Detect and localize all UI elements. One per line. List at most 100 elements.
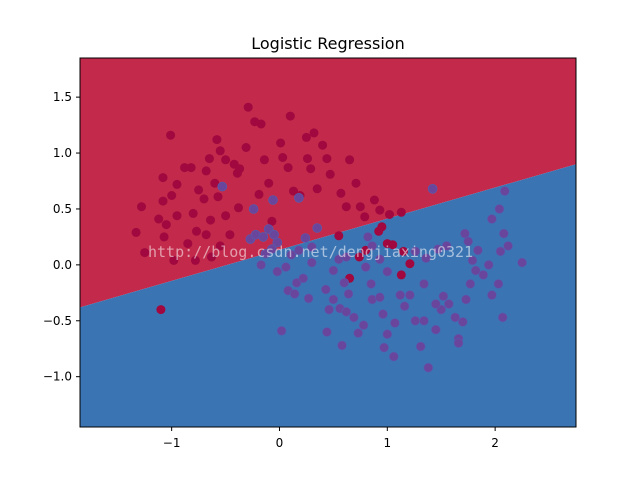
data-point-class-1	[399, 301, 410, 312]
data-point-class-0	[159, 232, 169, 242]
data-point-class-0	[172, 179, 182, 189]
data-point-class-1	[388, 351, 399, 362]
data-point-class-0	[183, 239, 193, 249]
data-point-class-1	[487, 290, 497, 300]
data-point-class-1	[272, 237, 283, 248]
data-point-class-1	[328, 294, 339, 305]
data-point-class-0	[360, 212, 370, 222]
data-point-class-0	[188, 208, 198, 218]
data-point-class-1	[217, 181, 228, 192]
scatter-points	[131, 102, 527, 373]
data-point-class-1	[415, 341, 426, 352]
data-point-class-0	[243, 102, 253, 112]
data-point-class-0	[166, 130, 176, 140]
plot-frame	[79, 57, 577, 428]
data-point-class-1	[421, 253, 431, 264]
data-point-class-0	[167, 191, 177, 200]
data-point-class-0	[264, 178, 274, 188]
plot-area: http://blog.csdn.net/dengjiaxing0321	[79, 57, 577, 428]
data-point-class-1	[382, 266, 393, 277]
data-point-class-0	[259, 155, 269, 165]
data-point-class-1	[337, 340, 347, 351]
data-point-class-0	[194, 185, 204, 195]
data-point-class-1	[441, 241, 452, 251]
data-point-class-0	[322, 154, 332, 164]
data-point-class-1	[366, 279, 376, 289]
data-point-class-0	[234, 203, 243, 213]
data-point-class-1	[286, 250, 297, 260]
data-point-class-1	[453, 338, 464, 348]
data-point-class-1	[289, 289, 300, 299]
data-point-class-1	[430, 324, 441, 335]
data-point-class-0	[213, 192, 223, 202]
data-point-class-1	[349, 312, 359, 323]
data-point-class-0	[212, 135, 222, 145]
data-point-class-0	[192, 226, 201, 236]
data-point-class-1	[300, 233, 311, 243]
chart-title: Logistic Regression	[251, 34, 404, 53]
data-point-class-1	[497, 312, 508, 323]
data-point-class-0	[325, 169, 335, 179]
data-point-class-1	[298, 273, 309, 284]
data-point-class-1	[341, 306, 352, 317]
data-point-class-1	[341, 252, 352, 262]
data-point-class-0	[241, 143, 251, 152]
data-point-class-0	[312, 184, 322, 194]
data-point-class-0	[351, 178, 361, 188]
data-point-class-0	[235, 164, 245, 174]
data-point-class-1	[430, 299, 441, 309]
data-point-class-1	[339, 277, 350, 288]
data-point-class-0	[355, 202, 365, 212]
x-tick-label: 2	[491, 436, 499, 450]
data-point-class-1	[465, 279, 476, 289]
data-point-class-0	[285, 111, 295, 121]
y-tick-label: 0.0	[53, 258, 72, 272]
data-point-class-1	[324, 304, 334, 315]
data-point-class-0	[190, 255, 200, 265]
data-point-class-0	[289, 186, 298, 196]
data-point-class-1	[450, 312, 461, 323]
x-axis: −1 0 1 2	[163, 427, 499, 450]
data-point-class-0	[278, 153, 288, 162]
data-point-class-0	[215, 146, 225, 156]
data-point-class-1	[494, 204, 505, 214]
data-point-class-1	[374, 292, 385, 303]
data-point-class-0	[309, 128, 319, 138]
data-point-class-1	[419, 315, 429, 326]
data-point-class-0	[180, 163, 190, 173]
data-point-class-0	[256, 119, 266, 129]
data-point-class-1	[374, 254, 385, 265]
data-point-class-0	[341, 202, 351, 212]
data-point-class-1	[276, 325, 287, 336]
data-point-class-0	[204, 154, 214, 164]
data-point-class-1	[360, 262, 371, 272]
data-point-class-0	[140, 248, 150, 258]
data-point-class-0	[388, 240, 398, 250]
y-tick-label: 1.0	[53, 146, 72, 160]
data-point-class-1	[294, 245, 304, 256]
data-point-class-1	[457, 317, 468, 327]
data-point-class-1	[291, 277, 302, 288]
data-point-class-1	[410, 315, 421, 326]
data-point-class-0	[334, 231, 344, 241]
data-point-class-1	[483, 260, 494, 270]
data-point-class-0	[303, 154, 312, 164]
data-point-class-1	[260, 248, 271, 259]
data-point-class-1	[256, 260, 266, 270]
data-point-class-0	[396, 207, 406, 217]
data-point-class-0	[158, 196, 168, 206]
data-point-class-1	[306, 242, 317, 252]
data-point-class-1	[258, 232, 269, 242]
data-point-class-0	[201, 230, 211, 240]
data-point-class-1	[503, 241, 513, 251]
data-point-class-1	[395, 290, 406, 300]
decision-region-class-0	[80, 58, 576, 308]
data-point-class-0	[225, 230, 235, 240]
data-point-class-1	[478, 270, 489, 280]
data-point-class-1	[281, 262, 291, 272]
data-point-class-1	[423, 362, 434, 373]
data-point-class-0	[215, 241, 225, 251]
y-tick-label: 0.5	[53, 202, 72, 216]
data-point-class-0	[210, 178, 220, 188]
data-point-class-0	[254, 189, 264, 199]
